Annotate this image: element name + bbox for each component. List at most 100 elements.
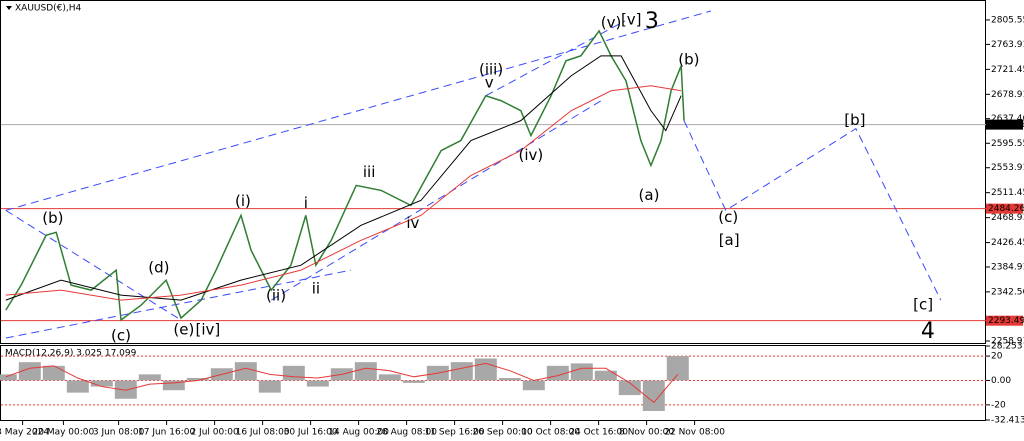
y-tick-label: 2805.55 [991, 15, 1024, 25]
macd-bar [138, 374, 161, 381]
macd-bar [498, 378, 521, 381]
macd-y-tick-label: 20 [991, 352, 1003, 362]
wave-label: (b) [678, 50, 699, 68]
wave-label: (d) [148, 259, 169, 277]
macd-bar [594, 370, 617, 381]
y-tick-label: 2763.91 [991, 40, 1024, 50]
trendline [5, 10, 712, 211]
macd-bar [570, 363, 593, 381]
x-tick-label: 17 Jun 16:00 [138, 428, 195, 438]
macd-bar [522, 380, 545, 391]
x-tick-label: 26 Sep 00:00 [473, 428, 533, 438]
y-tick-label: 2637.46 [991, 114, 1024, 124]
y-tick-label: 2342.56 [991, 287, 1024, 297]
wave-label: [v] [621, 10, 642, 28]
x-tick-label: 2 Jul 00:00 [190, 428, 239, 438]
x-tick-label: 10 Oct 08:00 [521, 428, 580, 438]
wave-label: [c] [913, 296, 933, 314]
x-tick-label: 20 May 00:00 [33, 428, 95, 438]
y-tick-label: 2511.45 [991, 188, 1024, 198]
level-label: 2293.49 [988, 316, 1024, 326]
macd-bar [0, 374, 17, 381]
macd-bar [186, 378, 209, 381]
x-tick-label: 30 Jul 16:00 [284, 428, 338, 438]
x-tick-label: 14 Aug 00:00 [328, 428, 389, 438]
wave-label: (v) [601, 13, 622, 31]
level-label: 2484.26 [988, 204, 1024, 214]
macd-bar [306, 380, 329, 387]
macd-title: MACD(12,26,9) 3.025 17.099 [5, 349, 137, 359]
wave-label: ii [312, 280, 320, 298]
x-tick-label: 24 Oct 16:00 [569, 428, 628, 438]
y-tick-label: 2384.91 [991, 262, 1024, 272]
macd-bar [90, 380, 113, 387]
macd-y-tick-label: 28.253 [991, 342, 1023, 352]
level-tag [986, 203, 1023, 214]
wave-label: (c) [111, 327, 131, 345]
macd-bar [378, 374, 401, 381]
y-tick-label: 2721.45 [991, 65, 1024, 75]
y-tick-label: 2426.45 [991, 238, 1024, 248]
y-tick-label: 2553.91 [991, 163, 1024, 173]
macd-bar [618, 380, 641, 396]
current-price-tag [986, 119, 1023, 130]
wave-label: (ii) [266, 287, 286, 305]
wave-label: (e) [173, 321, 194, 339]
main-panel [0, 0, 986, 344]
x-tick-label: 3 Jun 08:00 [93, 428, 145, 438]
y-tick-label: 2468.91 [991, 213, 1024, 223]
x-tick-label: 22 Nov 08:00 [664, 428, 725, 438]
trendline [5, 209, 182, 321]
wave-label: (iv) [519, 146, 544, 164]
y-tick-label: 2595.55 [991, 139, 1024, 149]
macd-y-tick-label: -32.413 [991, 416, 1024, 426]
wave-label: v [485, 73, 494, 91]
wave-label: (b) [42, 209, 63, 227]
wave-label: [a] [719, 231, 740, 249]
macd-bar [162, 380, 185, 391]
macd-panel [0, 345, 986, 421]
level-tag [986, 315, 1023, 326]
wave-label: [b] [844, 111, 865, 129]
wave-label: 3 [645, 9, 659, 34]
wave-label: iv [406, 214, 419, 232]
x-tick-label: 8 Nov 00:00 [619, 428, 674, 438]
price-line [5, 29, 685, 322]
wave-label: i [304, 194, 308, 212]
x-tick-label: 28 Aug 08:00 [376, 428, 437, 438]
macd-bar [354, 362, 377, 381]
macd-bar [234, 362, 257, 381]
macd-y-tick-label: -20 [991, 400, 1006, 410]
macd-bar [450, 362, 473, 381]
wave-label: (a) [639, 186, 660, 204]
macd-bar [402, 380, 425, 383]
projection-line [683, 120, 942, 301]
macd-y-tick-label: 0.00 [991, 376, 1011, 386]
macd-bar [66, 380, 89, 393]
x-tick-label: 11 Sep 16:00 [425, 428, 485, 438]
macd-signal [5, 362, 679, 404]
wave-label: iii [363, 163, 376, 181]
price-line [5, 85, 682, 301]
macd-bar [42, 365, 65, 381]
y-tick-label: 2678.91 [991, 90, 1024, 100]
macd-bar [18, 362, 41, 381]
macd-bar [114, 380, 137, 399]
menu-arrow [6, 6, 12, 10]
x-tick-label: 16 Jul 08:00 [236, 428, 290, 438]
x-tick-label: 3 May 2024 [0, 428, 49, 438]
current-price-label: 2627.36 [988, 120, 1024, 130]
macd-bar [666, 356, 689, 381]
macd-bar [474, 358, 497, 381]
macd-bar [282, 365, 305, 381]
wave-label: (i) [235, 192, 251, 210]
macd-bar [642, 380, 665, 411]
y-tick-label: 2258.91 [991, 336, 1024, 346]
trendline [485, 20, 626, 97]
macd-bar [258, 380, 281, 393]
trendline [5, 269, 352, 339]
wave-label: [iv] [196, 321, 221, 339]
wave-label: (iii) [479, 60, 503, 78]
wave-label: 4 [921, 319, 935, 344]
